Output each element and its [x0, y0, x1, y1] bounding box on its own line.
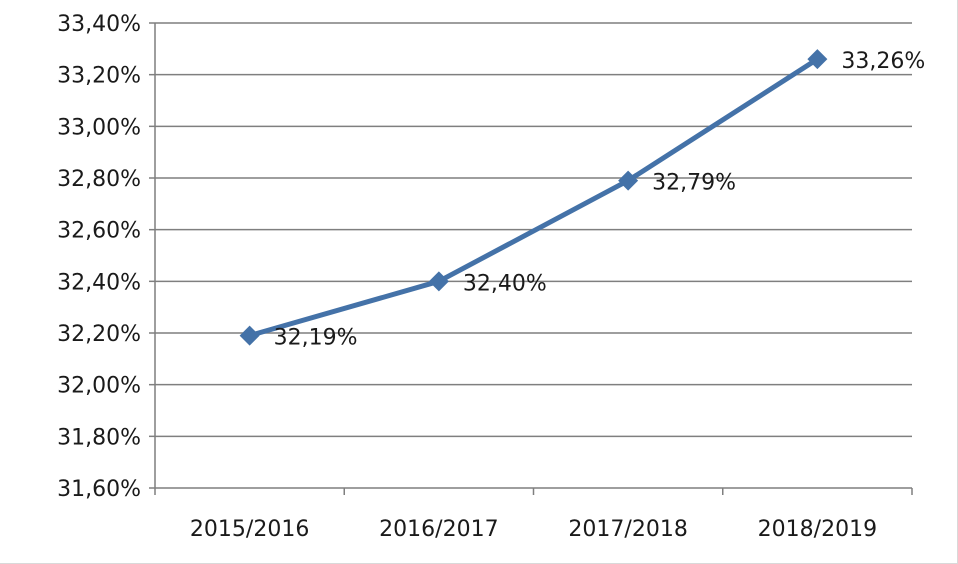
- x-tick-label: 2017/2018: [568, 517, 687, 542]
- y-tick-label: 32,80%: [57, 167, 141, 192]
- data-label: 33,26%: [841, 49, 925, 74]
- data-point-marker: [239, 325, 260, 346]
- x-axis-tick-labels: 2015/2016 2016/2017 2017/2018 2018/2019: [190, 517, 877, 542]
- y-axis-tick-labels: 31,60% 31,80% 32,00% 32,20% 32,40% 32,60% 32,8…: [57, 12, 141, 502]
- data-point-marker: [428, 271, 449, 292]
- series: [239, 49, 828, 346]
- x-tick-label: 2016/2017: [379, 517, 498, 542]
- data-label: 32,40%: [463, 271, 547, 296]
- data-label: 32,19%: [274, 326, 358, 351]
- data-labels: 32,19% 32,40% 32,79% 33,26%: [274, 49, 926, 350]
- data-label: 32,79%: [652, 171, 736, 196]
- data-point-marker: [618, 170, 639, 191]
- data-point-marker: [807, 49, 828, 70]
- y-tick-label: 32,20%: [57, 322, 141, 347]
- y-tick-label: 32,60%: [57, 219, 141, 244]
- y-tick-label: 33,20%: [57, 64, 141, 89]
- y-tick-label: 32,00%: [57, 374, 141, 399]
- y-tick-label: 33,40%: [57, 12, 141, 37]
- x-tick-label: 2015/2016: [190, 517, 309, 542]
- series-line: [247, 56, 820, 339]
- y-tick-label: 33,00%: [57, 115, 141, 140]
- y-tick-label: 32,40%: [57, 270, 141, 295]
- y-tick-label: 31,60%: [57, 477, 141, 502]
- x-tick-label: 2018/2019: [758, 517, 877, 542]
- y-tick-label: 31,80%: [57, 425, 141, 450]
- axes: [149, 22, 913, 495]
